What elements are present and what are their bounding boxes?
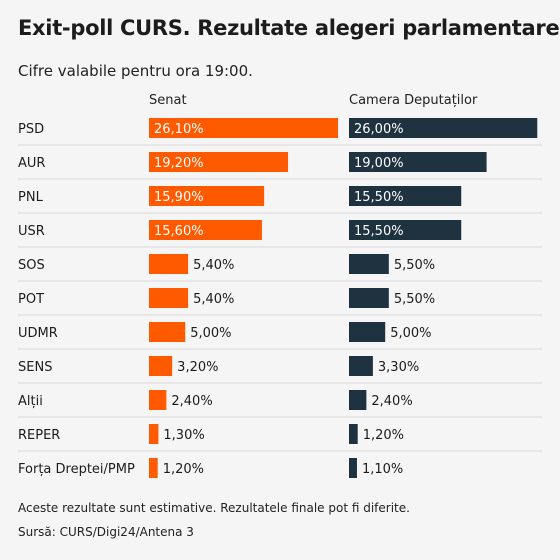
category-label: Forța Dreptei/PMP: [18, 462, 135, 477]
camera-value-label: 26,00%: [354, 122, 404, 137]
senat-value-label: 3,20%: [177, 360, 218, 375]
camera-bar: [349, 220, 462, 240]
camera-bar: [349, 118, 538, 138]
camera-bar: [349, 424, 358, 444]
category-label: Alții: [18, 394, 43, 409]
camera-value-label: 15,50%: [354, 190, 404, 205]
camera-bar: [349, 356, 373, 376]
camera-value-label: 15,50%: [354, 224, 404, 239]
senat-value-label: 2,40%: [171, 394, 212, 409]
senat-bar: [149, 288, 189, 308]
camera-value-label: 19,00%: [354, 156, 404, 171]
senat-value-label: 15,90%: [154, 190, 204, 205]
camera-value-label: 3,30%: [378, 360, 419, 375]
category-label: REPER: [18, 428, 60, 443]
chart-subtitle: Cifre valabile pentru ora 19:00.: [18, 62, 253, 80]
senat-value-label: 5,40%: [193, 292, 234, 307]
senat-value-label: 1,20%: [163, 462, 204, 477]
senat-bar: [149, 356, 173, 376]
footnote: Aceste rezultate sunt estimative. Rezult…: [18, 501, 410, 515]
senat-bar: [149, 458, 158, 478]
camera-value-label: 1,10%: [362, 462, 403, 477]
category-label: PSD: [18, 122, 44, 137]
senat-value-label: 5,00%: [190, 326, 231, 341]
senat-bar: [149, 220, 262, 240]
camera-value-label: 2,40%: [371, 394, 412, 409]
camera-bar: [349, 322, 386, 342]
camera-value-label: 5,00%: [390, 326, 431, 341]
senat-bar: [149, 424, 159, 444]
senat-value-label: 5,40%: [193, 258, 234, 273]
senat-bar: [149, 390, 167, 410]
category-label: SOS: [18, 258, 45, 273]
camera-value-label: 1,20%: [363, 428, 404, 443]
senat-value-label: 19,20%: [154, 156, 204, 171]
category-label: UDMR: [18, 326, 58, 341]
category-label: SENS: [18, 360, 52, 375]
senat-bar: [149, 152, 289, 172]
senat-value-label: 1,30%: [163, 428, 204, 443]
camera-bar: [349, 254, 389, 274]
senat-bar: [149, 322, 186, 342]
senat-value-label: 26,10%: [154, 122, 204, 137]
senat-column-header: Senat: [149, 93, 187, 108]
camera-bar: [349, 152, 487, 172]
category-label: AUR: [18, 156, 45, 171]
camera-bar: [349, 288, 389, 308]
camera-bar: [349, 458, 357, 478]
senat-value-label: 15,60%: [154, 224, 204, 239]
camera-value-label: 5,50%: [394, 292, 435, 307]
camera-bar: [349, 186, 462, 206]
senat-bar: [149, 186, 265, 206]
camera-value-label: 5,50%: [394, 258, 435, 273]
senat-bar: [149, 118, 338, 138]
senat-bar: [149, 254, 189, 274]
camera-bar: [349, 390, 367, 410]
camera-column-header: Camera Deputaților: [349, 93, 478, 108]
category-label: PNL: [18, 190, 44, 205]
source-note: Sursă: CURS/Digi24/Antena 3: [18, 525, 194, 539]
category-label: POT: [18, 292, 44, 307]
chart-title: Exit-poll CURS. Rezultate alegeri parlam…: [18, 16, 560, 40]
category-label: USR: [18, 224, 45, 239]
